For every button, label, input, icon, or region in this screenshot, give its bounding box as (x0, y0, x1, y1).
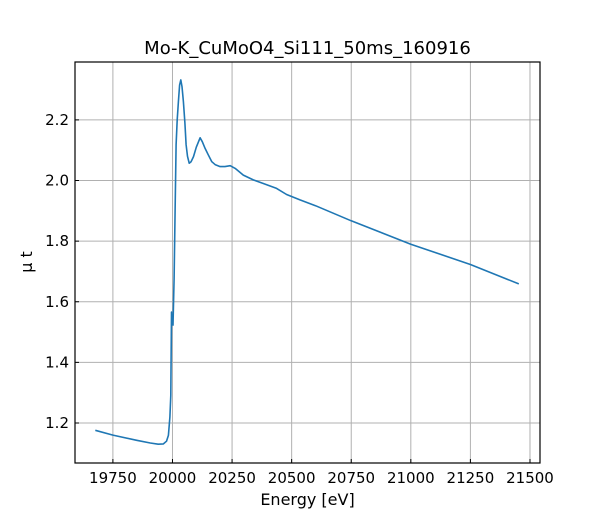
x-tick-label: 20750 (327, 469, 375, 487)
x-tick-label: 20250 (208, 469, 256, 487)
x-tick-label: 20000 (149, 469, 197, 487)
series-line (95, 79, 520, 445)
grid (75, 62, 540, 463)
x-tick-label: 21500 (506, 469, 554, 487)
plot-frame (74, 61, 541, 464)
y-tick-label: 1.8 (45, 232, 69, 250)
x-tick-label: 20500 (268, 469, 316, 487)
x-tick-label: 21250 (447, 469, 495, 487)
ticks: 19750 20000 20250 20500 20750 21000 21250 21500… (45, 111, 554, 487)
y-tick-label: 2.2 (45, 111, 69, 129)
y-tick-label: 2.0 (45, 172, 69, 190)
y-tick-label: 1.2 (45, 414, 69, 432)
x-axis-label: Energy [eV] (260, 490, 354, 509)
x-tick-label: 21000 (387, 469, 435, 487)
chart-title: Mo-K_CuMoO4_Si111_50ms_160916 (144, 38, 471, 59)
y-tick-label: 1.6 (45, 293, 69, 311)
x-tick-label: 19750 (89, 469, 137, 487)
line-layer (95, 79, 520, 445)
y-axis-label: μ t (17, 251, 36, 273)
y-tick-label: 1.4 (45, 353, 69, 371)
